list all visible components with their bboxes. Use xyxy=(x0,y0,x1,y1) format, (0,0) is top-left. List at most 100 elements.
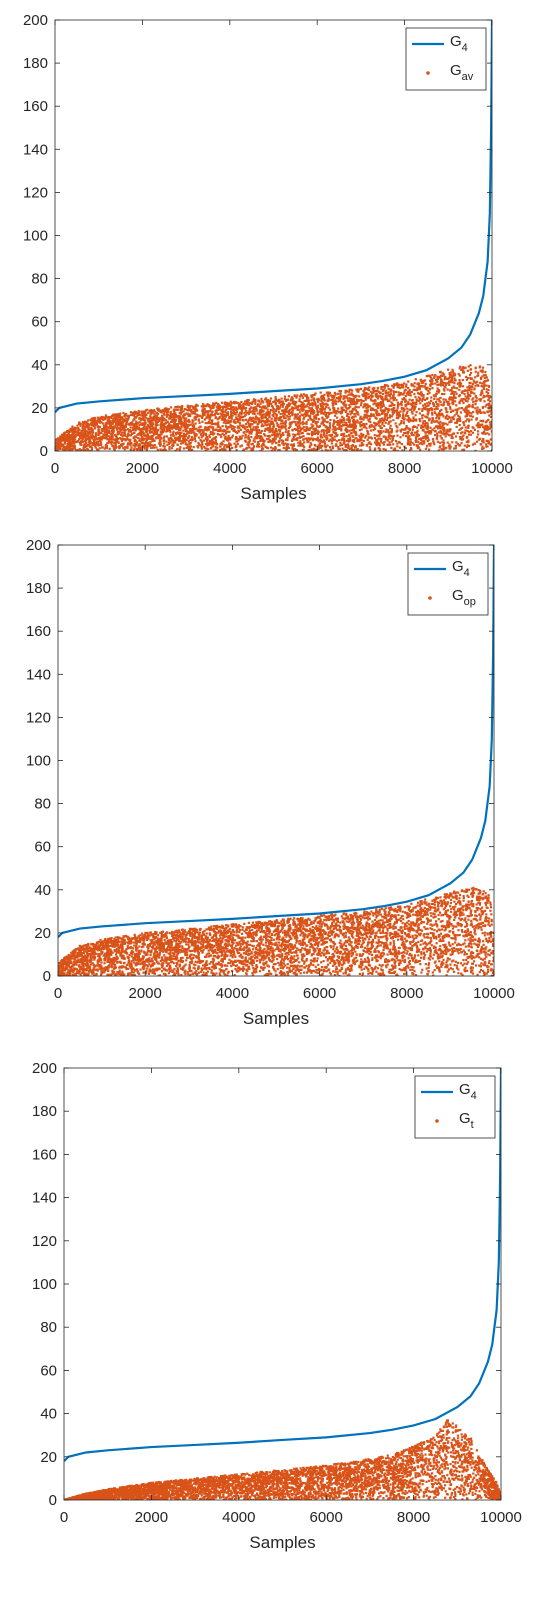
data-point xyxy=(333,414,337,417)
data-point xyxy=(105,426,108,429)
data-point xyxy=(220,401,224,404)
data-point xyxy=(209,441,213,444)
data-point xyxy=(92,438,95,441)
data-point xyxy=(277,398,281,401)
data-point xyxy=(229,403,232,406)
data-point xyxy=(104,414,108,417)
data-point xyxy=(247,434,250,438)
data-point xyxy=(201,420,204,423)
data-point xyxy=(126,414,129,418)
data-point xyxy=(170,413,173,416)
data-point xyxy=(375,434,379,437)
data-point xyxy=(392,390,395,393)
data-point xyxy=(279,405,282,408)
data-point xyxy=(360,423,363,427)
data-point xyxy=(223,446,226,449)
data-point xyxy=(406,441,409,445)
data-point xyxy=(155,417,158,421)
data-point xyxy=(151,435,154,438)
data-point xyxy=(168,424,172,428)
data-point xyxy=(475,424,478,427)
data-point xyxy=(479,394,482,397)
data-point xyxy=(225,438,229,442)
data-point xyxy=(150,420,153,423)
data-point xyxy=(382,443,385,446)
data-point xyxy=(374,447,377,450)
data-point xyxy=(429,384,432,388)
data-point xyxy=(205,437,208,440)
data-point xyxy=(169,420,173,424)
data-point xyxy=(410,390,414,394)
data-point xyxy=(433,443,436,446)
data-point xyxy=(323,442,327,445)
data-point xyxy=(439,423,442,426)
data-point xyxy=(368,420,371,423)
data-point xyxy=(227,402,231,405)
data-point xyxy=(119,426,122,429)
data-point xyxy=(75,449,78,451)
data-point xyxy=(448,402,451,406)
data-point xyxy=(486,379,489,382)
data-point xyxy=(358,395,361,398)
data-point xyxy=(450,378,453,382)
data-point xyxy=(168,429,172,432)
data-point xyxy=(480,384,483,388)
data-point xyxy=(364,393,367,396)
data-point xyxy=(333,420,336,423)
data-point xyxy=(110,432,114,436)
data-point xyxy=(229,413,233,417)
data-point xyxy=(301,394,304,398)
data-point xyxy=(393,383,396,386)
data-point xyxy=(138,421,141,424)
data-point xyxy=(70,448,74,451)
data-point xyxy=(382,398,385,401)
data-point xyxy=(454,421,457,424)
data-point xyxy=(430,381,433,384)
data-point xyxy=(253,400,256,403)
data-point xyxy=(203,407,206,411)
data-point xyxy=(239,445,242,448)
data-point xyxy=(414,437,418,440)
data-point xyxy=(82,427,85,430)
data-point xyxy=(217,406,221,409)
data-point xyxy=(470,388,473,391)
data-point xyxy=(261,437,264,440)
data-point xyxy=(332,410,335,414)
data-point xyxy=(174,437,177,441)
data-point xyxy=(441,374,444,378)
data-point xyxy=(285,438,288,441)
data-point xyxy=(463,392,466,396)
data-point xyxy=(349,437,352,440)
data-point xyxy=(399,436,402,439)
data-point xyxy=(391,411,394,414)
data-point xyxy=(167,441,171,445)
data-point xyxy=(257,431,260,434)
data-point xyxy=(190,436,194,439)
data-point xyxy=(206,435,209,439)
data-point xyxy=(82,429,85,432)
data-point xyxy=(270,417,273,420)
data-point xyxy=(122,427,125,430)
data-point xyxy=(355,421,359,424)
data-point xyxy=(429,407,433,410)
data-point xyxy=(334,393,337,396)
data-point xyxy=(123,438,126,441)
data-point xyxy=(428,402,432,405)
data-point xyxy=(458,381,462,384)
data-point xyxy=(150,424,153,428)
data-point xyxy=(145,447,149,450)
data-point xyxy=(489,396,492,399)
data-point xyxy=(209,425,212,428)
data-point xyxy=(388,394,391,398)
data-point xyxy=(94,445,97,448)
data-point xyxy=(224,422,227,425)
data-point xyxy=(388,399,391,402)
data-point xyxy=(403,408,406,411)
data-point xyxy=(229,423,232,427)
data-point xyxy=(298,400,301,403)
data-point xyxy=(364,436,367,439)
data-point xyxy=(420,393,423,396)
data-point xyxy=(88,440,92,444)
data-point xyxy=(458,379,461,382)
data-point xyxy=(286,398,290,401)
